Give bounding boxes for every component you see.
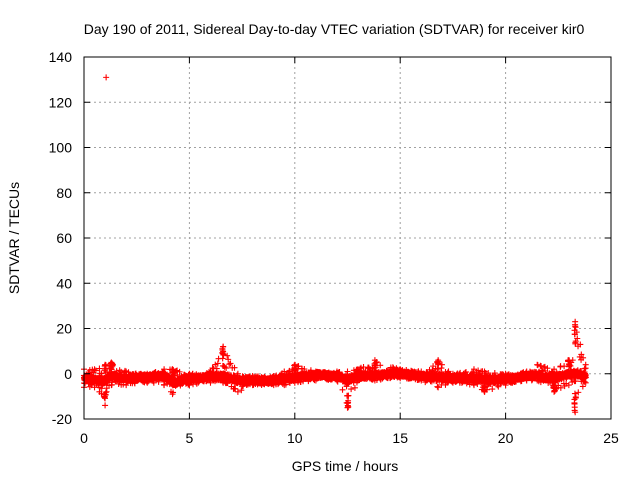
chart-title: Day 190 of 2011, Sidereal Day-to-day VTE… — [84, 21, 585, 37]
data-points — [80, 74, 589, 416]
data-point — [150, 379, 157, 386]
data-point — [226, 361, 233, 368]
data-point — [213, 365, 220, 372]
data-point — [121, 367, 128, 374]
data-point — [98, 390, 105, 397]
data-point — [339, 386, 346, 393]
data-point — [351, 384, 358, 391]
data-point — [92, 367, 99, 374]
data-point — [348, 386, 355, 393]
grid — [84, 57, 611, 419]
